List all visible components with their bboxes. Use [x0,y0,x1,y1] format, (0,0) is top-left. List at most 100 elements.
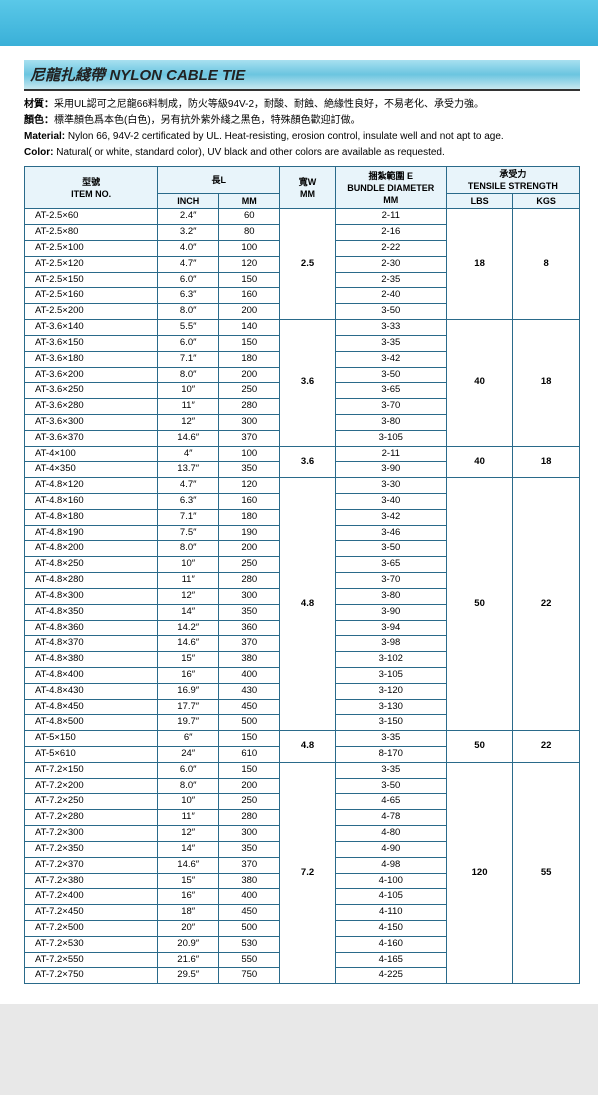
cell-bundle: 2-22 [335,241,446,257]
cell-bundle: 3-40 [335,494,446,510]
cell-itemno: AT-2.5×120 [25,256,158,272]
cell-inch: 6.3″ [158,494,219,510]
cell-bundle: 3-120 [335,683,446,699]
cell-itemno: AT-5×610 [25,747,158,763]
cell-itemno: AT-3.6×150 [25,335,158,351]
th-bundle: 捆紮範圍 E BUNDLE DIAMETER MM [335,167,446,209]
cell-itemno: AT-4×100 [25,446,158,462]
cell-itemno: AT-2.5×100 [25,241,158,257]
cell-mm: 400 [219,667,280,683]
cell-inch: 11″ [158,399,219,415]
cell-itemno: AT-4.8×200 [25,541,158,557]
cell-mm: 250 [219,383,280,399]
cell-inch: 5.5″ [158,320,219,336]
cell-itemno: AT-4.8×280 [25,573,158,589]
cell-mm: 120 [219,256,280,272]
cell-itemno: AT-7.2×200 [25,778,158,794]
cell-itemno: AT-4.8×380 [25,652,158,668]
cell-bundle: 3-46 [335,525,446,541]
title-en: NYLON CABLE TIE [109,67,245,84]
cell-mm: 550 [219,952,280,968]
th-bundle-cn: 捆紮範圍 E [369,171,414,181]
spec-table: 型號 ITEM NO. 長L 寬W MM 捆紮範圍 E BUNDLE DIAME… [24,166,580,984]
cell-inch: 21.6″ [158,952,219,968]
cell-mm: 250 [219,557,280,573]
cell-itemno: AT-7.2×370 [25,857,158,873]
cell-width: 3.6 [280,446,336,478]
cell-mm: 750 [219,968,280,984]
cell-itemno: AT-4.8×400 [25,667,158,683]
cell-bundle: 3-50 [335,367,446,383]
cell-lbs: 120 [446,762,513,983]
cell-bundle: 2-30 [335,256,446,272]
cell-mm: 150 [219,731,280,747]
cell-inch: 14.6″ [158,636,219,652]
desc-cn2: 標準顏色爲本色(白色)，另有抗外紫外綫之黑色，特殊顏色歡迎訂做。 [54,115,361,126]
cell-inch: 7.5″ [158,525,219,541]
cell-bundle: 3-70 [335,399,446,415]
cell-kgs: 22 [513,478,580,731]
cell-width: 4.8 [280,478,336,731]
cell-inch: 8.0″ [158,778,219,794]
cell-mm: 200 [219,541,280,557]
cell-bundle: 3-35 [335,731,446,747]
cell-bundle: 2-35 [335,272,446,288]
cell-bundle: 4-98 [335,857,446,873]
cell-itemno: AT-7.2×750 [25,968,158,984]
cell-inch: 10″ [158,557,219,573]
cell-inch: 17.7″ [158,699,219,715]
th-inch: INCH [158,194,219,209]
cell-mm: 200 [219,778,280,794]
cell-mm: 200 [219,367,280,383]
cell-inch: 12″ [158,414,219,430]
cell-inch: 7.1″ [158,509,219,525]
cell-bundle: 4-110 [335,905,446,921]
cell-inch: 4.0″ [158,241,219,257]
cell-bundle: 3-105 [335,430,446,446]
cell-width: 3.6 [280,320,336,447]
cell-itemno: AT-4.8×120 [25,478,158,494]
cell-itemno: AT-4.8×370 [25,636,158,652]
cell-inch: 7.1″ [158,351,219,367]
cell-itemno: AT-4.8×430 [25,683,158,699]
cell-mm: 80 [219,225,280,241]
cell-inch: 6.3″ [158,288,219,304]
cell-inch: 29.5″ [158,968,219,984]
cell-itemno: AT-4×350 [25,462,158,478]
cell-mm: 200 [219,304,280,320]
table-row: AT-2.5×602.4″602.52-11188 [25,209,580,225]
cell-inch: 16″ [158,667,219,683]
cell-mm: 450 [219,905,280,921]
desc-en1: Nylon 66, 94V-2 certificated by UL. Heat… [65,131,504,142]
cell-bundle: 4-90 [335,841,446,857]
cell-inch: 16.9″ [158,683,219,699]
th-tensile-en: TENSILE STRENGTH [468,181,558,191]
th-lbs: LBS [446,194,513,209]
th-itemno-cn: 型號 [82,177,100,187]
cell-itemno: AT-7.2×530 [25,936,158,952]
cell-itemno: AT-2.5×80 [25,225,158,241]
cell-bundle: 4-65 [335,794,446,810]
cell-mm: 150 [219,335,280,351]
cell-bundle: 3-35 [335,762,446,778]
th-width: 寬W MM [280,167,336,209]
cell-bundle: 3-33 [335,320,446,336]
table-row: AT-4×1004″1003.62-114018 [25,446,580,462]
cell-mm: 350 [219,462,280,478]
cell-itemno: AT-2.5×60 [25,209,158,225]
cell-width: 4.8 [280,731,336,763]
cell-bundle: 4-150 [335,920,446,936]
desc-cn2-label: 顏色： [24,115,54,126]
cell-inch: 6.0″ [158,335,219,351]
cell-mm: 150 [219,762,280,778]
cell-mm: 610 [219,747,280,763]
cell-itemno: AT-4.8×250 [25,557,158,573]
cell-mm: 500 [219,920,280,936]
cell-inch: 4″ [158,446,219,462]
cell-bundle: 2-40 [335,288,446,304]
cell-mm: 380 [219,652,280,668]
cell-bundle: 3-50 [335,778,446,794]
cell-bundle: 3-102 [335,652,446,668]
table-row: AT-3.6×1405.5″1403.63-334018 [25,320,580,336]
cell-itemno: AT-3.6×200 [25,367,158,383]
